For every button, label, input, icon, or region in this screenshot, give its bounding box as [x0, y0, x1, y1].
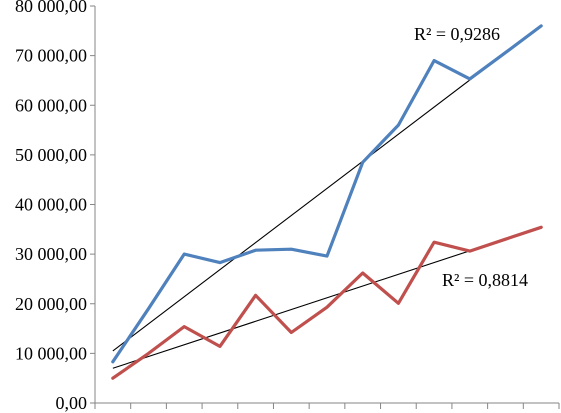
y-tick-label: 50 000,00: [15, 145, 87, 165]
y-tick-label: 30 000,00: [15, 244, 87, 264]
y-axis: 0,00 10 000,00 20 000,00 30 000,00 40 000,00…: [15, 0, 96, 413]
y-tick-label: 80 000,00: [15, 0, 87, 16]
x-axis: [94, 402, 560, 409]
series-line-1: [111, 225, 543, 380]
y-tick-label: 70 000,00: [15, 46, 87, 66]
y-tick-label: 40 000,00: [15, 195, 87, 215]
series-lines: [111, 24, 543, 380]
y-tick-label: 60 000,00: [15, 95, 87, 115]
r-squared-label-red: R² = 0,8814: [442, 270, 528, 290]
y-tick-label: 10 000,00: [15, 343, 87, 363]
series-line-0: [111, 24, 543, 364]
r-squared-label-blue: R² = 0,9286: [414, 24, 500, 44]
trendlines: [112, 25, 542, 369]
y-tick-label: 20 000,00: [15, 294, 87, 314]
y-tick-label: 0,00: [56, 393, 88, 413]
